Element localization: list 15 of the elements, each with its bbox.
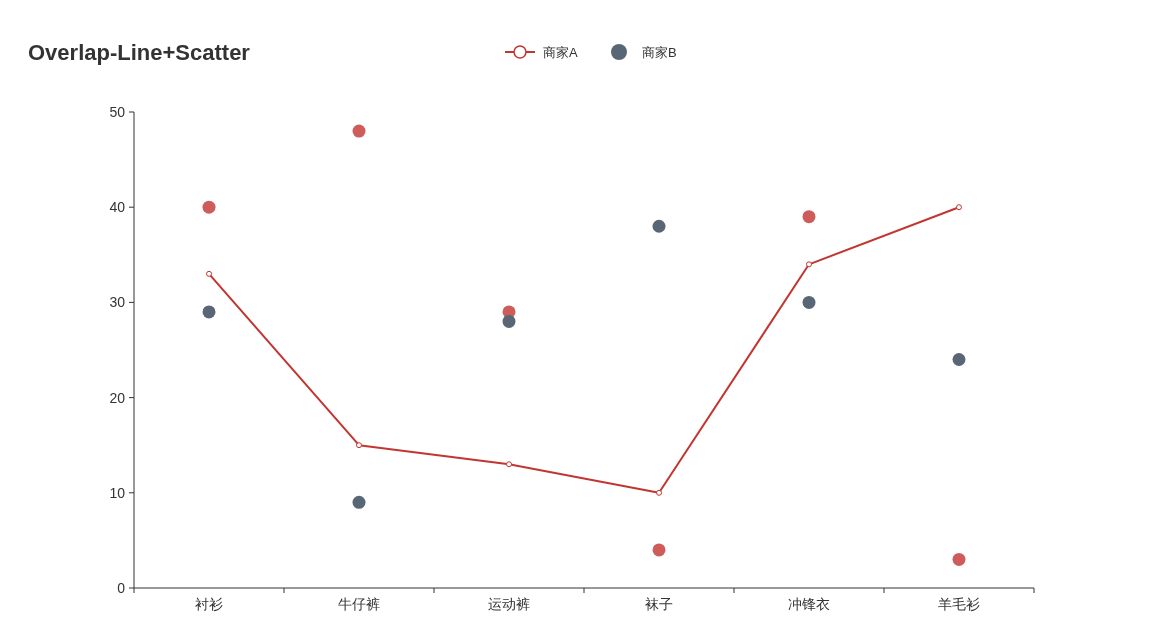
chart-title: Overlap-Line+Scatter xyxy=(28,40,251,65)
x-tick-label: 衬衫 xyxy=(195,596,223,612)
y-tick-label: 20 xyxy=(109,389,126,406)
x-tick-label: 牛仔裤 xyxy=(338,596,380,612)
x-tick-label: 运动裤 xyxy=(488,596,530,612)
legend-label: 商家A xyxy=(543,45,578,60)
y-tick-label: 40 xyxy=(109,199,126,216)
x-tick-label: 羊毛衫 xyxy=(938,596,980,612)
legend-label: 商家B xyxy=(642,45,677,60)
x-tick-label: 袜子 xyxy=(645,596,673,612)
y-tick-label: 10 xyxy=(109,484,126,501)
y-tick-label: 50 xyxy=(109,104,126,120)
x-tick-label: 冲锋衣 xyxy=(788,596,830,612)
y-tick-label: 30 xyxy=(109,294,126,311)
y-tick-label: 0 xyxy=(117,580,126,596)
